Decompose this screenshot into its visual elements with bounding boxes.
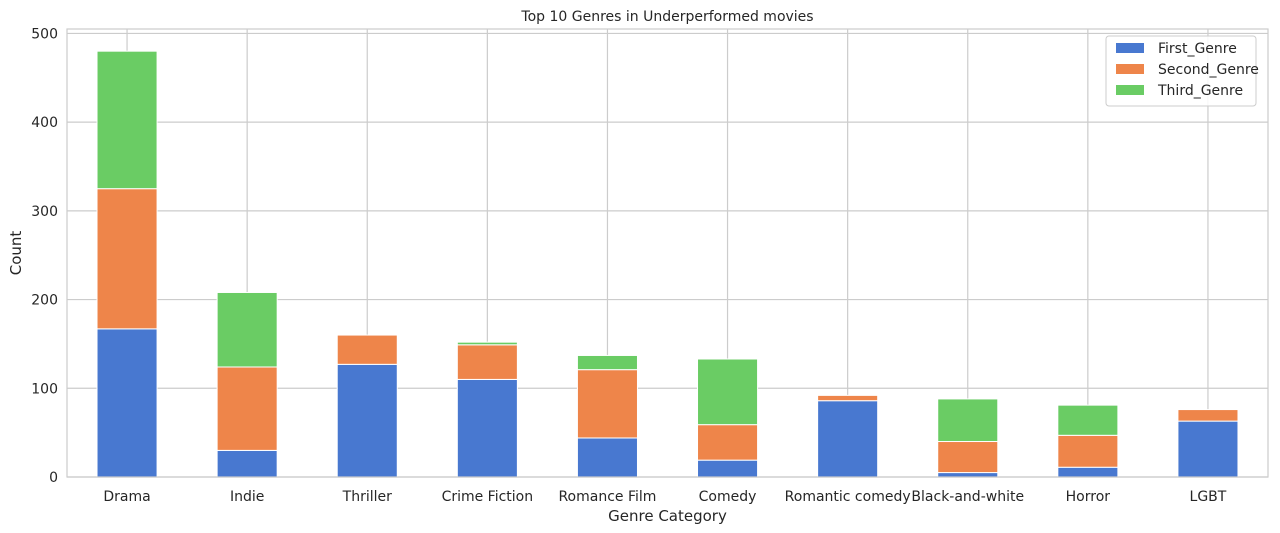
bar-segment xyxy=(576,437,638,478)
bar-segment xyxy=(817,400,879,478)
y-tick-label: 300 xyxy=(31,204,58,220)
x-tick-label: Romantic comedy xyxy=(785,489,911,505)
bar-segment xyxy=(96,50,158,190)
x-tick-label: Crime Fiction xyxy=(442,489,534,505)
x-tick-label: Comedy xyxy=(699,489,757,505)
x-tick-label: LGBT xyxy=(1190,489,1227,505)
x-tick-label: Romance Film xyxy=(558,489,656,505)
x-tick-label: Drama xyxy=(103,489,150,505)
x-tick-label: Horror xyxy=(1066,489,1111,505)
bar-segment xyxy=(216,449,278,478)
legend-swatch xyxy=(1116,43,1144,53)
y-tick-label: 200 xyxy=(31,293,58,309)
bar-segment xyxy=(937,398,999,443)
bar-segment xyxy=(456,344,518,380)
y-tick-labels: 0 100 200 300 400 500 xyxy=(31,26,58,486)
bar-segment xyxy=(1177,409,1239,422)
bar-segment xyxy=(456,378,518,478)
bar-segment xyxy=(576,354,638,371)
plot-frame xyxy=(66,28,1269,478)
y-tick-label: 0 xyxy=(49,470,58,486)
bar-segment xyxy=(817,394,879,402)
x-tick-labels: Drama Indie Thriller Crime Fiction Romance F… xyxy=(103,489,1226,505)
bar-segment xyxy=(937,472,999,478)
bar-segment xyxy=(336,334,398,365)
bar-segment xyxy=(1177,420,1239,478)
y-tick-label: 400 xyxy=(31,115,58,131)
bar-segment xyxy=(216,291,278,368)
legend: First_Genre Second_Genre Third_Genre xyxy=(1105,35,1259,107)
bar-segment xyxy=(697,459,759,478)
y-tick-label: 500 xyxy=(31,26,58,42)
y-tick-label: 100 xyxy=(31,381,58,397)
bar-segment xyxy=(96,188,158,330)
legend-label: Second_Genre xyxy=(1158,62,1259,78)
bars xyxy=(96,50,1239,478)
bar-segment xyxy=(697,424,759,461)
x-tick-label: Indie xyxy=(230,489,264,505)
bar-segment xyxy=(456,341,518,346)
chart-title: Top 10 Genres in Underperformed movies xyxy=(520,9,813,25)
x-tick-label: Black-and-white xyxy=(911,489,1024,505)
bar-segment xyxy=(216,366,278,451)
bar-segment xyxy=(1057,404,1119,436)
bar-segment xyxy=(336,363,398,478)
legend-swatch xyxy=(1116,64,1144,74)
bar-segment xyxy=(1057,466,1119,478)
bar-segment xyxy=(937,441,999,474)
legend-label: First_Genre xyxy=(1158,41,1237,57)
bar-segment xyxy=(96,328,158,478)
legend-label: Third_Genre xyxy=(1157,83,1243,99)
bar-segment xyxy=(1057,434,1119,468)
bar-segment xyxy=(576,369,638,439)
x-tick-label: Thriller xyxy=(342,489,392,505)
bar-segment xyxy=(697,358,759,426)
legend-swatch xyxy=(1116,85,1144,95)
x-axis-label: Genre Category xyxy=(608,507,727,525)
y-axis-label: Count xyxy=(7,231,25,276)
